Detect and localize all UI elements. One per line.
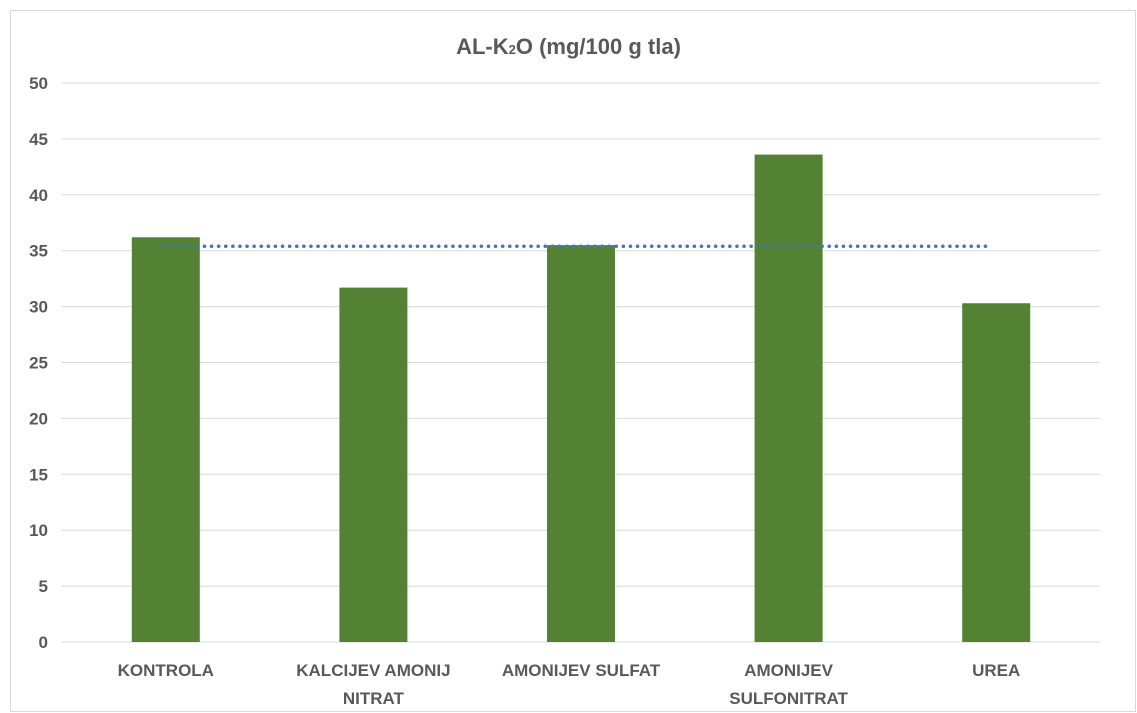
y-tick-label: 0 [39,633,48,652]
bar [339,287,408,642]
bar [754,154,823,642]
x-category-label: AMONIJEV SULFAT [502,661,661,680]
y-tick-label: 5 [39,577,48,596]
bars [131,154,1031,643]
x-category-label: KALCIJEV AMONIJ [296,661,450,680]
y-axis-ticks: 0 5 10 15 20 25 30 35 40 45 50 [29,74,48,652]
y-tick-label: 25 [29,354,48,373]
bar [131,237,200,642]
x-category-label: SULFONITRAT [729,689,848,708]
y-tick-label: 50 [29,74,48,93]
chart-title: AL-K2O (mg/100 g tla) [0,34,1137,63]
chart-title-main: AL-K [456,34,509,59]
y-tick-label: 35 [29,242,48,261]
y-tick-label: 30 [29,298,48,317]
chart-title-subscript: 2 [508,42,516,57]
y-tick-label: 20 [29,409,48,428]
y-tick-label: 10 [29,521,48,540]
x-category-label: NITRAT [343,689,405,708]
y-tick-label: 40 [29,186,48,205]
x-category-label: UREA [972,661,1020,680]
x-axis-labels: KONTROLA KALCIJEV AMONIJ NITRAT AMONIJEV SU… [118,661,1021,708]
y-tick-label: 15 [29,465,48,484]
chart-title-rest: O (mg/100 g tla) [515,34,681,59]
y-tick-label: 45 [29,130,48,149]
bar [962,303,1031,642]
x-category-label: AMONIJEV [744,661,833,680]
x-category-label: KONTROLA [118,661,214,680]
bar [547,245,615,643]
